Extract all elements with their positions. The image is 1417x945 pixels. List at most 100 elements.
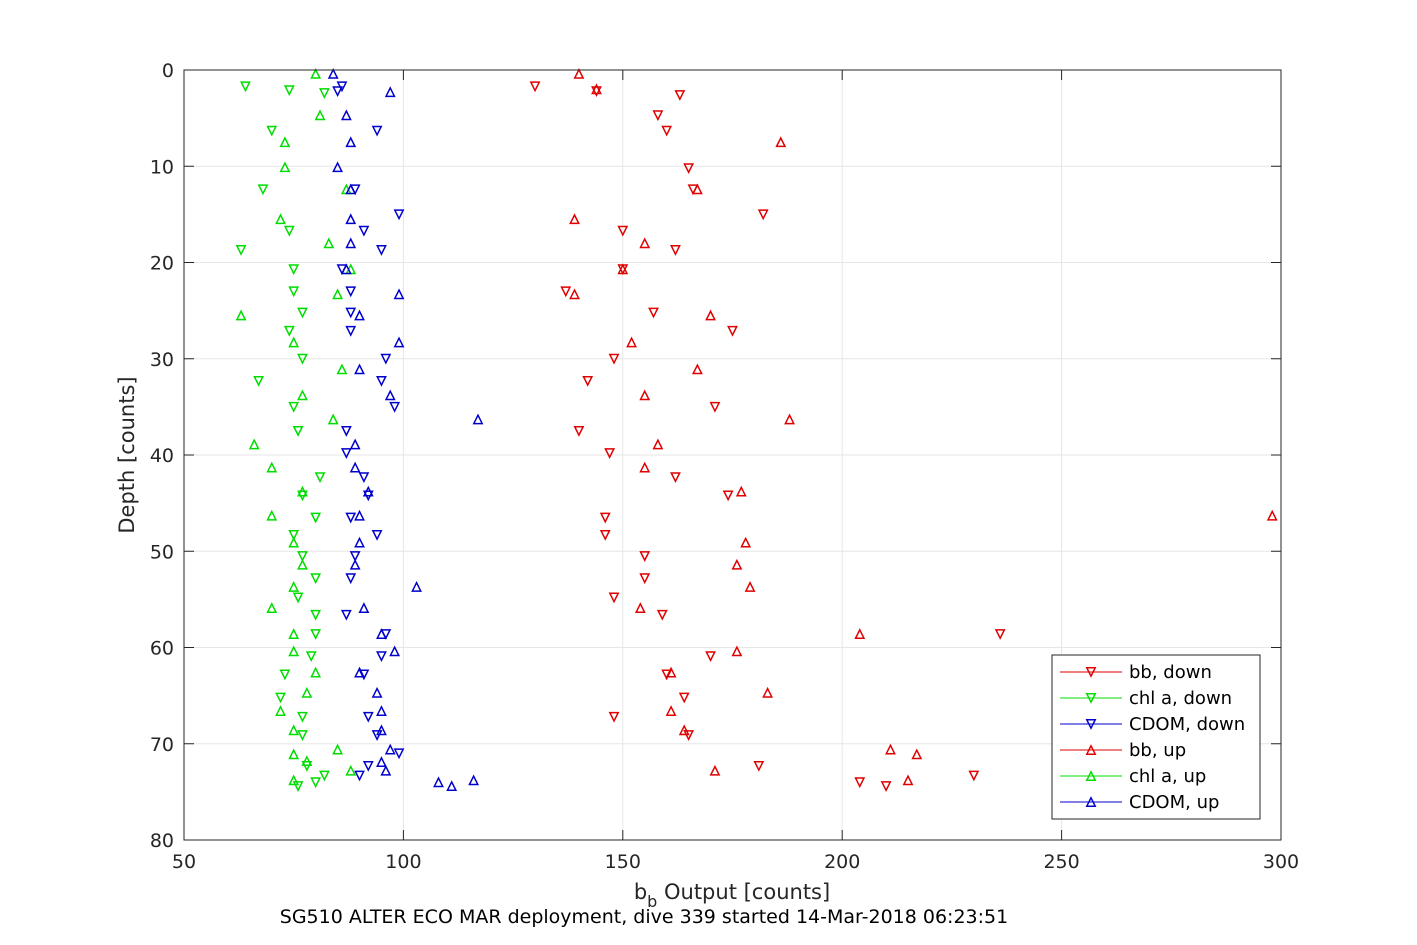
y-tick-label: 50 [150, 541, 174, 563]
series-0 [529, 81, 1006, 792]
data-point [358, 225, 370, 237]
data-point [310, 609, 322, 621]
data-point [362, 760, 374, 772]
data-point [340, 263, 352, 275]
y-tick-label: 70 [150, 734, 174, 756]
data-point [608, 711, 620, 723]
data-point [709, 401, 721, 413]
data-point [784, 413, 795, 425]
data-point [393, 209, 405, 221]
data-point [604, 448, 616, 459]
data-point [275, 705, 286, 716]
data-point [292, 425, 304, 437]
data-point [354, 666, 365, 678]
data-point [775, 136, 787, 148]
y-tick-label: 0 [162, 60, 174, 82]
data-point [656, 609, 668, 621]
legend-marker [1085, 719, 1097, 730]
data-point [727, 325, 738, 337]
data-point [354, 309, 365, 321]
data-point [393, 336, 405, 348]
data-point [376, 375, 387, 387]
data-point [345, 286, 357, 298]
data-point [349, 461, 361, 473]
data-point [468, 774, 480, 786]
data-point [389, 401, 401, 413]
data-point [376, 245, 387, 256]
legend-marker [1085, 770, 1097, 781]
data-point [345, 237, 357, 249]
data-point [288, 724, 300, 736]
x-tick-label: 200 [824, 851, 860, 873]
data-point [376, 628, 387, 639]
data-point [345, 136, 357, 148]
data-point [292, 592, 304, 604]
data-point [744, 580, 756, 592]
data-point [288, 401, 300, 413]
data-point [345, 512, 357, 524]
data-point [253, 375, 265, 387]
data-point [283, 325, 295, 337]
series-4 [235, 67, 357, 786]
data-point [639, 573, 651, 585]
data-point [345, 307, 357, 319]
data-point [735, 485, 747, 497]
data-point [297, 353, 308, 365]
legend-label: bb, down [1129, 662, 1212, 683]
data-point [283, 225, 295, 237]
data-point [639, 461, 651, 473]
legend-label: CDOM, up [1129, 792, 1219, 813]
grid-lines [184, 70, 1281, 840]
data-point [310, 777, 322, 789]
data-point [652, 438, 664, 450]
data-point [472, 413, 484, 425]
data-point [288, 774, 300, 786]
x-tick-label: 250 [1043, 851, 1079, 873]
data-point [301, 755, 313, 767]
x-tick-label: 100 [385, 851, 421, 873]
data-point [591, 86, 602, 98]
data-point [376, 756, 387, 767]
data-point [292, 781, 304, 792]
data-point [617, 263, 629, 275]
data-point [310, 666, 322, 678]
data-point [753, 760, 765, 772]
y-tick-label: 80 [150, 830, 174, 852]
data-point [310, 512, 322, 524]
data-point [340, 448, 352, 459]
data-point [297, 307, 308, 319]
data-point [305, 651, 317, 663]
data-point [257, 184, 269, 196]
data-point [648, 307, 659, 319]
data-point [288, 264, 300, 276]
data-point [376, 705, 387, 716]
data-point [345, 183, 357, 195]
data-point [266, 461, 278, 473]
data-point [380, 764, 392, 776]
data-point [288, 529, 300, 541]
data-point [902, 774, 914, 786]
x-tick-label: 150 [605, 851, 641, 873]
data-point [731, 558, 743, 570]
data-point [652, 110, 664, 122]
data-point [283, 85, 295, 97]
data-point [371, 529, 383, 541]
data-point [297, 551, 308, 562]
data-point [639, 551, 651, 562]
data-point [266, 125, 278, 137]
data-point [240, 81, 251, 93]
data-point [384, 86, 396, 98]
data-point [599, 529, 611, 541]
data-point [340, 609, 352, 621]
y-tick-label: 60 [150, 638, 174, 660]
series-3 [569, 67, 1278, 786]
data-point [371, 125, 383, 137]
legend: bb, down chl a, down CDOM, down bb, up chl a… [1051, 654, 1261, 820]
data-point [327, 413, 339, 425]
data-point [411, 580, 422, 592]
data-point [705, 309, 716, 321]
data-point [358, 472, 370, 484]
data-point [310, 629, 322, 640]
y-tick-label: 10 [150, 156, 174, 178]
